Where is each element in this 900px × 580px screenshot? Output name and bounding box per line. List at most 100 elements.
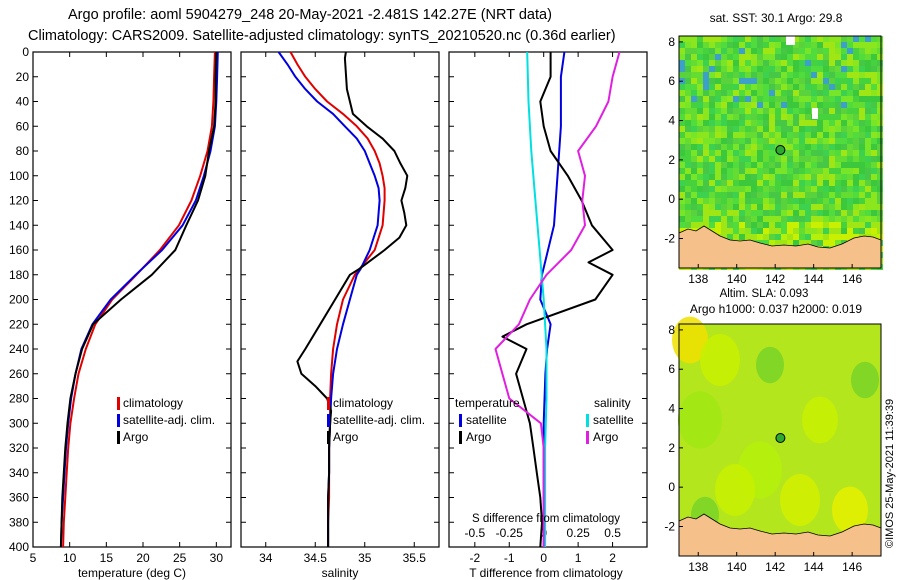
sst-cell: [727, 228, 733, 234]
sst-cell: [811, 150, 817, 156]
sst-cell: [721, 42, 727, 48]
sst-cell: [829, 78, 835, 84]
sst-cell: [757, 42, 763, 48]
sst-cell: [715, 60, 721, 66]
sst-cell: [787, 210, 793, 216]
xtick-label: 0: [540, 551, 547, 565]
sst-cell: [829, 84, 835, 90]
sst-cell: [769, 78, 775, 84]
sst-cell: [871, 48, 877, 54]
sst-cell: [715, 132, 721, 138]
sst-cell: [691, 150, 697, 156]
sst-cell: [853, 84, 859, 90]
sst-cell: [853, 174, 859, 180]
sst-cell: [871, 78, 877, 84]
sst-cell: [859, 96, 865, 102]
sst-cell: [829, 162, 835, 168]
sst-cell: [799, 132, 805, 138]
sst-cell: [685, 114, 691, 120]
sst-cell: [715, 96, 721, 102]
sst-cell: [823, 36, 829, 42]
sst-cell: [787, 204, 793, 210]
sst-cell: [787, 120, 793, 126]
sst-cell: [721, 120, 727, 126]
sst-cell: [823, 222, 829, 228]
sst-cell: [859, 222, 865, 228]
sst-cell: [853, 192, 859, 198]
sst-cell: [877, 60, 883, 66]
sst-cell: [739, 54, 745, 60]
sst-cell: [853, 180, 859, 186]
legend-label-satellite: satellite-adj. clim.: [123, 413, 215, 427]
sst-cell: [793, 234, 799, 240]
sst-cell: [865, 54, 871, 60]
sst-cell: [787, 150, 793, 156]
sst-cell: [871, 42, 877, 48]
sst-cell: [685, 66, 691, 72]
sst-cell: [805, 180, 811, 186]
sst-cell: [739, 102, 745, 108]
sst-cell: [781, 36, 787, 42]
sst-cell: [733, 48, 739, 54]
sst-cell: [709, 156, 715, 162]
sst-cell: [781, 90, 787, 96]
sst-cell: [847, 210, 853, 216]
sst-cell: [841, 78, 847, 84]
sst-cell: [847, 72, 853, 78]
sst-cell: [841, 102, 847, 108]
sst-cell: [703, 150, 709, 156]
sst-cell: [775, 180, 781, 186]
sst-cell: [721, 102, 727, 108]
sst-cell: [745, 60, 751, 66]
sst-cell: [709, 114, 715, 120]
sst-cell: [787, 216, 793, 222]
sst-cell: [685, 42, 691, 48]
sst-cell: [679, 84, 685, 90]
sst-cell: [727, 144, 733, 150]
series-line-climatology: [62, 51, 216, 548]
sst-cell: [817, 186, 823, 192]
sst-cell: [847, 96, 853, 102]
sst-cell: [811, 144, 817, 150]
sst-cell: [865, 156, 871, 162]
sst-cell: [871, 84, 877, 90]
sst-cell: [745, 180, 751, 186]
sst-cell: [823, 156, 829, 162]
sst-cell: [721, 132, 727, 138]
sst-cell: [841, 54, 847, 60]
sst-cell: [739, 96, 745, 102]
sst-cell: [799, 228, 805, 234]
sst-cell: [853, 108, 859, 114]
sst-cell: [823, 126, 829, 132]
sst-cell: [841, 150, 847, 156]
sst-cell: [697, 84, 703, 90]
sst-cell: [805, 240, 811, 246]
sst-cell: [685, 108, 691, 114]
sst-cell: [709, 210, 715, 216]
sst-cell: [691, 36, 697, 42]
sst-cell: [793, 162, 799, 168]
sst-cell: [787, 66, 793, 72]
sst-cell: [877, 186, 883, 192]
sst-cell: [763, 120, 769, 126]
sst-cell: [871, 36, 877, 42]
sst-cell: [799, 96, 805, 102]
sst-cell: [697, 198, 703, 204]
map-xtick-label: 140: [727, 560, 747, 574]
sst-cell: [751, 162, 757, 168]
sst-cell: [853, 72, 859, 78]
sst-cell: [769, 198, 775, 204]
sst-cell: [835, 174, 841, 180]
sst-cell: [817, 96, 823, 102]
ytick-label: 100: [9, 169, 29, 183]
sst-cell: [805, 114, 811, 120]
sst-cell: [775, 54, 781, 60]
sst-cell: [697, 216, 703, 222]
sst-cell: [781, 78, 787, 84]
sst-cell: [679, 228, 685, 234]
sst-cell: [811, 168, 817, 174]
sst-cell: [811, 192, 817, 198]
sst-cell: [697, 42, 703, 48]
sst-cell: [775, 72, 781, 78]
sst-cell: [721, 138, 727, 144]
